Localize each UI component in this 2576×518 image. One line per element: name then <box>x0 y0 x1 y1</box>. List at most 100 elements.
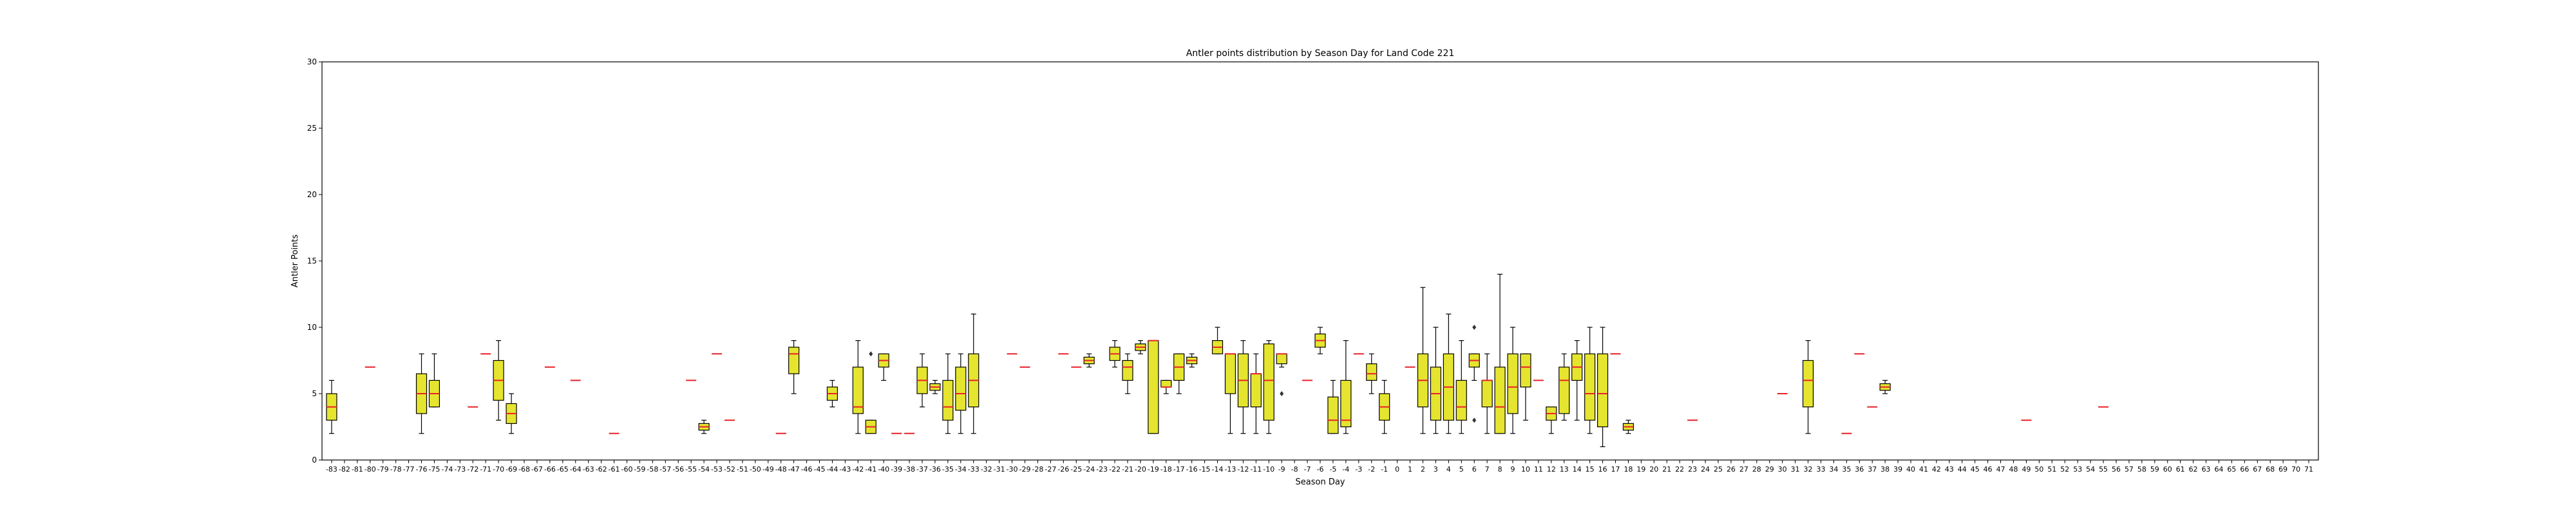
x-tick-label: 67 <box>2253 465 2262 474</box>
x-tick-label: -5 <box>1329 465 1336 474</box>
x-tick-label: 70 <box>2291 465 2300 474</box>
x-tick-label: 59 <box>2150 465 2159 474</box>
box-day--9 <box>1276 353 1287 396</box>
box-iqr <box>1584 353 1596 421</box>
box-day-3 <box>1430 327 1441 434</box>
box-iqr <box>1558 367 1570 414</box>
y-tick-label: 20 <box>307 190 317 199</box>
x-tick-label: -6 <box>1317 465 1324 474</box>
box-day--75 <box>428 353 440 408</box>
x-tick-label: -35 <box>942 465 954 474</box>
x-tick-label: -64 <box>570 465 582 474</box>
y-tick-label: 5 <box>312 389 317 398</box>
x-axis: -83 -82 -81 -80 -79 -78 -77 -76 -75 -74 -73 -72 -71-… <box>326 460 2313 474</box>
x-tick-label: 23 <box>1688 465 1697 474</box>
box-iqr <box>1122 360 1133 381</box>
y-tick-label: 25 <box>307 124 317 133</box>
x-tick-label: 58 <box>2137 465 2146 474</box>
x-tick-label: 40 <box>1906 465 1915 474</box>
x-tick-label: -34 <box>955 465 967 474</box>
x-tick-label: -15 <box>1199 465 1211 474</box>
box-iqr <box>1494 367 1506 434</box>
x-tick-label: 32 <box>1804 465 1813 474</box>
x-tick-label: -46 <box>801 465 813 474</box>
x-tick-label: -40 <box>878 465 889 474</box>
box-day-8 <box>1494 274 1506 434</box>
x-tick-label: -73 <box>454 465 466 474</box>
x-tick-label: 27 <box>1739 465 1748 474</box>
box-day--34 <box>955 353 967 434</box>
x-tick-label: 53 <box>2073 465 2082 474</box>
box-iqr <box>1160 379 1172 388</box>
outlier-point <box>1280 391 1284 396</box>
x-tick-label: -65 <box>557 465 569 474</box>
box-day--22 <box>1109 340 1121 368</box>
box-iqr <box>852 367 864 414</box>
box-day--47 <box>788 340 800 394</box>
x-tick-label: -18 <box>1160 465 1172 474</box>
outlier-point <box>869 351 873 357</box>
x-tick-label: 51 <box>2047 465 2056 474</box>
x-tick-label: -53 <box>711 465 723 474</box>
x-tick-label: -11 <box>1250 465 1262 474</box>
x-tick-label: -42 <box>852 465 864 474</box>
x-tick-label: -55 <box>685 465 697 474</box>
box-day--42 <box>852 340 864 434</box>
x-tick-label: -9 <box>1278 465 1285 474</box>
x-tick-label: 47 <box>1996 465 2005 474</box>
x-tick-label: -71 <box>480 465 491 474</box>
x-tick-label: -32 <box>981 465 992 474</box>
x-tick-label: 39 <box>1893 465 1902 474</box>
box-day--83 <box>326 379 337 434</box>
x-tick-label: 14 <box>1573 465 1582 474</box>
x-tick-label: -7 <box>1304 465 1311 474</box>
x-axis-label: Season Day <box>1296 477 1345 487</box>
x-tick-label: -16 <box>1186 465 1198 474</box>
box-day--2 <box>1366 353 1378 394</box>
x-tick-label: -58 <box>647 465 658 474</box>
x-tick-label: -36 <box>929 465 941 474</box>
x-tick-label: 12 <box>1547 465 1556 474</box>
box-day--69 <box>506 393 517 434</box>
box-iqr <box>1597 353 1609 428</box>
x-tick-label: -41 <box>865 465 876 474</box>
x-tick-label: 8 <box>1498 465 1502 474</box>
y-tick-label: 15 <box>307 256 317 265</box>
x-tick-label: 21 <box>1662 465 1671 474</box>
x-tick-label: -10 <box>1263 465 1274 474</box>
x-tick-label: -31 <box>994 465 1005 474</box>
box-day-4 <box>1443 313 1454 434</box>
box-day--14 <box>1211 327 1224 354</box>
box-iqr <box>788 347 800 374</box>
x-tick-label: -72 <box>467 465 478 474</box>
x-tick-label: 54 <box>2086 465 2095 474</box>
x-tick-label: 26 <box>1727 465 1736 474</box>
box-day--76 <box>415 353 428 434</box>
x-tick-label: -59 <box>634 465 645 474</box>
x-tick-label: 24 <box>1701 465 1710 474</box>
x-tick-label: 25 <box>1714 465 1723 474</box>
x-tick-label: -27 <box>1045 465 1056 474</box>
box-day-7 <box>1481 353 1493 434</box>
box-day-38 <box>1879 379 1891 394</box>
x-tick-label: -2 <box>1368 465 1375 474</box>
box-day--36 <box>929 379 941 394</box>
x-tick-label: 41 <box>1919 465 1928 474</box>
box-iqr <box>1366 363 1378 381</box>
box-iqr <box>1481 379 1493 408</box>
x-tick-label: 6 <box>1472 465 1477 474</box>
box-day-10 <box>1520 353 1531 421</box>
box-day--16 <box>1186 353 1198 368</box>
x-tick-label: 48 <box>2009 465 2018 474</box>
x-tick-label: -3 <box>1355 465 1362 474</box>
x-tick-label: 44 <box>1958 465 1967 474</box>
box-day-32 <box>1802 340 1814 434</box>
box-iqr <box>1224 353 1236 394</box>
box-day--33 <box>968 313 980 434</box>
x-tick-label: -23 <box>1096 465 1108 474</box>
box-day-6 <box>1468 325 1480 423</box>
x-tick-label: 66 <box>2240 465 2249 474</box>
box-iqr <box>1250 373 1262 408</box>
x-tick-label: -51 <box>737 465 748 474</box>
